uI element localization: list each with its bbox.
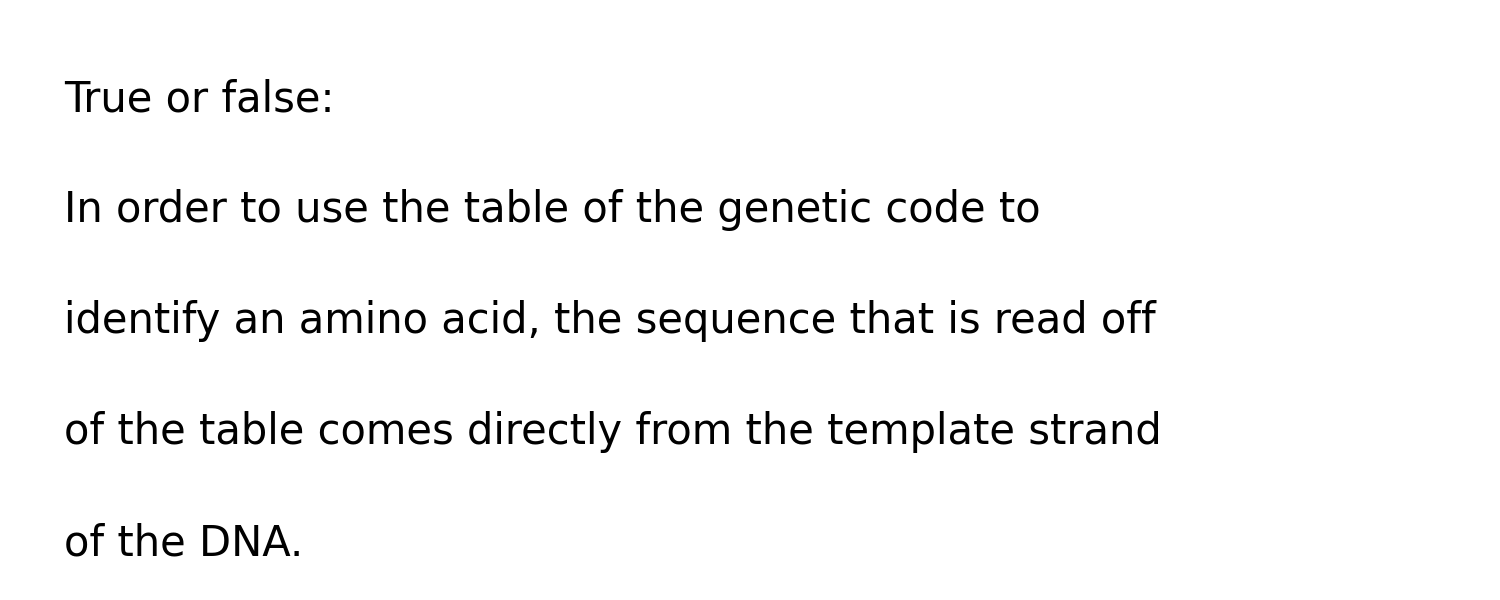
Text: of the table comes directly from the template strand: of the table comes directly from the tem…	[64, 411, 1162, 453]
Text: of the DNA.: of the DNA.	[64, 522, 303, 564]
Text: In order to use the table of the genetic code to: In order to use the table of the genetic…	[64, 189, 1041, 231]
Text: identify an amino acid, the sequence that is read off: identify an amino acid, the sequence tha…	[64, 300, 1156, 342]
Text: True or false:: True or false:	[64, 78, 334, 120]
